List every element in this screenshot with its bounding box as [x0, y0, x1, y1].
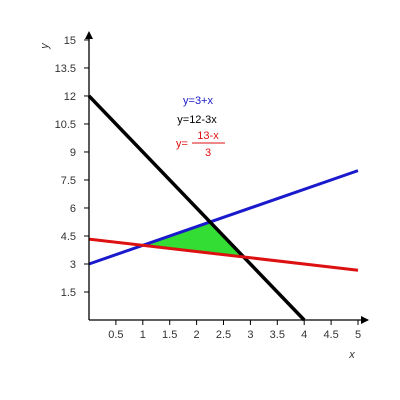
- x-tick-label-7: 4: [301, 329, 307, 341]
- x-tick-label-6: 3.5: [270, 329, 285, 341]
- series-line-blue: [88, 169, 359, 266]
- x-axis-label: x: [348, 349, 355, 361]
- y-axis-label: y: [39, 42, 51, 50]
- y-tick-label-7: 12: [64, 91, 76, 103]
- axis-layer: [85, 31, 369, 324]
- legend: y=3+x y=12-3x y= 13-x 3: [176, 95, 225, 159]
- x-tick-label-9: 5: [355, 329, 361, 341]
- legend-entry-black: y=12-3x: [177, 114, 217, 126]
- y-tick-label-8: 13.5: [55, 63, 76, 75]
- y-tick-label-3: 6: [70, 203, 76, 215]
- y-tick-label-5: 9: [70, 147, 76, 159]
- series-line-black: [87, 94, 306, 322]
- legend-entry-red-numerator: 13-x: [197, 130, 219, 142]
- x-tick-label-0: 0.5: [108, 329, 123, 341]
- y-tick-label-1: 3: [70, 259, 76, 271]
- legend-entry-red-prefix: y=: [176, 138, 188, 150]
- legend-entry-blue: y=3+x: [183, 95, 213, 107]
- x-tick-label-1: 1: [140, 329, 146, 341]
- legend-entry-red-denominator: 3: [205, 147, 211, 159]
- x-tick-label-2: 1.5: [162, 329, 177, 341]
- y-tick-label-2: 4.5: [61, 231, 76, 243]
- series-line-red: [88, 237, 359, 272]
- line-layer: [87, 94, 359, 322]
- x-tick-label-5: 3: [247, 329, 253, 341]
- y-tick-label-9: 15: [64, 35, 76, 47]
- tick-layer: 0.5 1 1.5 2 2.5 3 3.5 4 4.5 5 1.5 3 4.5 6 7.5 9 10.5 12 13…: [55, 35, 361, 341]
- y-tick-label-6: 10.5: [55, 119, 76, 131]
- y-tick-label-4: 7.5: [61, 175, 76, 187]
- x-tick-label-4: 2.5: [216, 329, 231, 341]
- x-tick-label-8: 4.5: [323, 329, 338, 341]
- y-axis-arrow: [85, 31, 93, 39]
- y-tick-label-0: 1.5: [61, 287, 76, 299]
- x-tick-label-3: 2: [194, 329, 200, 341]
- x-axis-arrow: [361, 316, 369, 324]
